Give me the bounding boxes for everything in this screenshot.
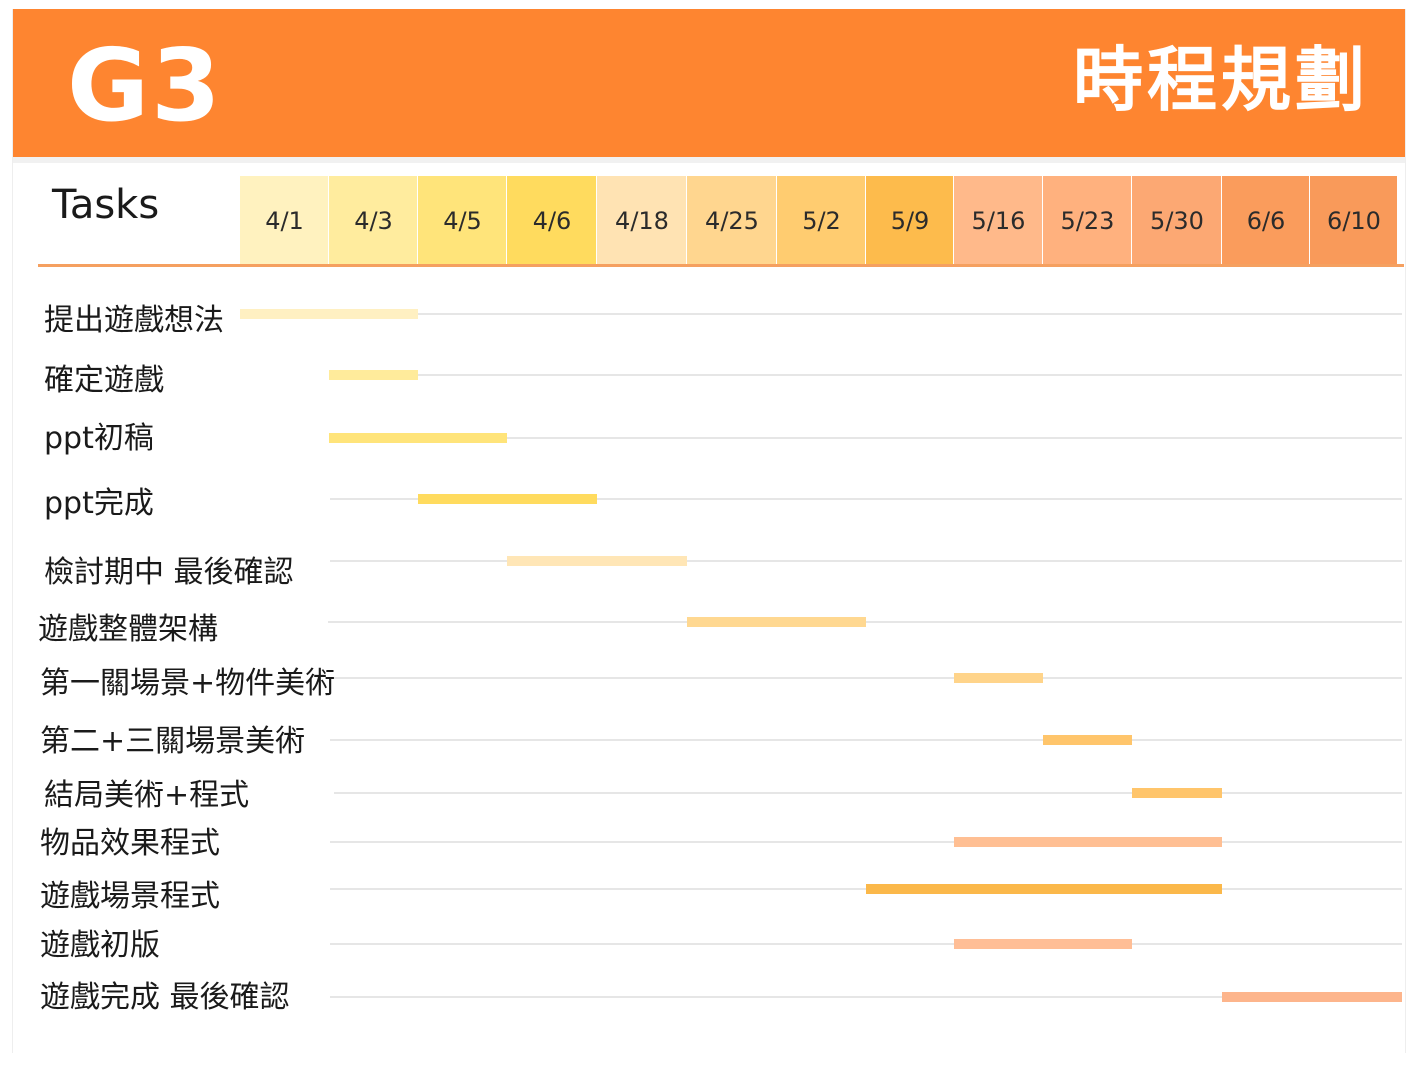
task-label: 提出遊戲想法 <box>44 303 224 338</box>
task-label: 物品效果程式 <box>40 826 220 861</box>
task-bar <box>418 494 597 504</box>
date-cell <box>687 176 776 264</box>
date-label: 4/1 <box>265 207 304 235</box>
task-bar <box>507 556 687 566</box>
date-cell <box>418 176 506 264</box>
task-bar <box>866 884 1222 894</box>
date-cell <box>777 176 865 264</box>
task-label: ppt初稿 <box>44 421 154 456</box>
task-bar <box>687 617 866 627</box>
task-bars <box>240 309 1402 1002</box>
date-cell <box>1132 176 1221 264</box>
date-cell <box>1222 176 1309 264</box>
task-bar <box>1043 735 1132 745</box>
schedule-title: 時程規劃 <box>1073 39 1369 121</box>
date-cell <box>240 176 328 264</box>
date-label: 5/9 <box>891 207 930 235</box>
task-label: 檢討期中 最後確認 <box>44 555 294 590</box>
date-label: 5/16 <box>972 207 1026 235</box>
task-bar <box>1222 992 1402 1002</box>
date-cell <box>507 176 596 264</box>
date-label: 5/2 <box>802 207 841 235</box>
task-bar <box>329 370 418 380</box>
date-header: 4/1 4/3 4/5 4/6 4/18 4/25 5/2 5/9 5/16 5/23 5/30 6/… <box>240 176 1397 264</box>
date-label: 6/6 <box>1247 207 1286 235</box>
date-cell <box>329 176 417 264</box>
date-cell <box>597 176 686 264</box>
task-bar <box>1132 788 1222 798</box>
header-divider <box>13 157 1405 163</box>
task-label: 確定遊戲 <box>44 363 164 398</box>
task-bar <box>329 433 507 443</box>
axis-underline <box>38 264 1404 267</box>
date-label: 5/30 <box>1150 207 1204 235</box>
task-bar <box>240 309 418 319</box>
task-label: 結局美術+程式 <box>44 778 249 813</box>
date-label: 4/18 <box>615 207 669 235</box>
date-label: 5/23 <box>1061 207 1115 235</box>
date-cell <box>1310 176 1397 264</box>
row-gridlines <box>240 313 1402 998</box>
date-label: 6/10 <box>1327 207 1381 235</box>
task-label: 遊戲整體架構 <box>38 612 218 647</box>
task-bar <box>954 939 1132 949</box>
task-label: 遊戲初版 <box>40 928 160 963</box>
date-label: 4/3 <box>354 207 393 235</box>
date-cell <box>1043 176 1131 264</box>
task-bar <box>954 673 1043 683</box>
date-cell <box>866 176 953 264</box>
date-label: 4/5 <box>443 207 482 235</box>
task-label: 第一關場景+物件美術 <box>40 666 335 701</box>
group-name: G3 <box>67 27 223 144</box>
title-banner: G3 時程規劃 <box>13 9 1405 157</box>
task-bar <box>954 837 1222 847</box>
task-label: 遊戲場景程式 <box>40 879 220 914</box>
date-cell <box>954 176 1042 264</box>
date-label: 4/6 <box>533 207 572 235</box>
date-label: 4/25 <box>705 207 759 235</box>
task-label: 第二+三關場景美術 <box>40 724 305 759</box>
task-label: 遊戲完成 最後確認 <box>40 980 290 1015</box>
tasks-column-header: Tasks <box>52 182 160 228</box>
task-label: ppt完成 <box>44 486 154 521</box>
